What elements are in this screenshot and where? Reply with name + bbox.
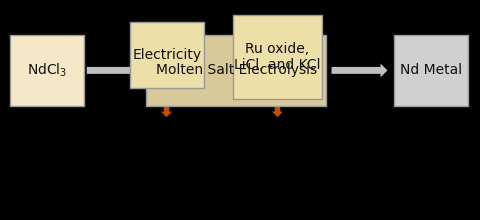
FancyBboxPatch shape	[233, 15, 322, 99]
Text: Electricity: Electricity	[132, 48, 202, 62]
FancyBboxPatch shape	[10, 35, 84, 106]
Text: Molten Salt Electrolysis: Molten Salt Electrolysis	[156, 63, 317, 77]
FancyBboxPatch shape	[146, 35, 326, 106]
FancyBboxPatch shape	[394, 35, 468, 106]
FancyBboxPatch shape	[130, 22, 204, 88]
Text: Ru oxide,
LiCl, and KCl: Ru oxide, LiCl, and KCl	[234, 42, 321, 72]
Text: Nd Metal: Nd Metal	[400, 63, 462, 77]
Text: NdCl$_3$: NdCl$_3$	[27, 62, 67, 79]
